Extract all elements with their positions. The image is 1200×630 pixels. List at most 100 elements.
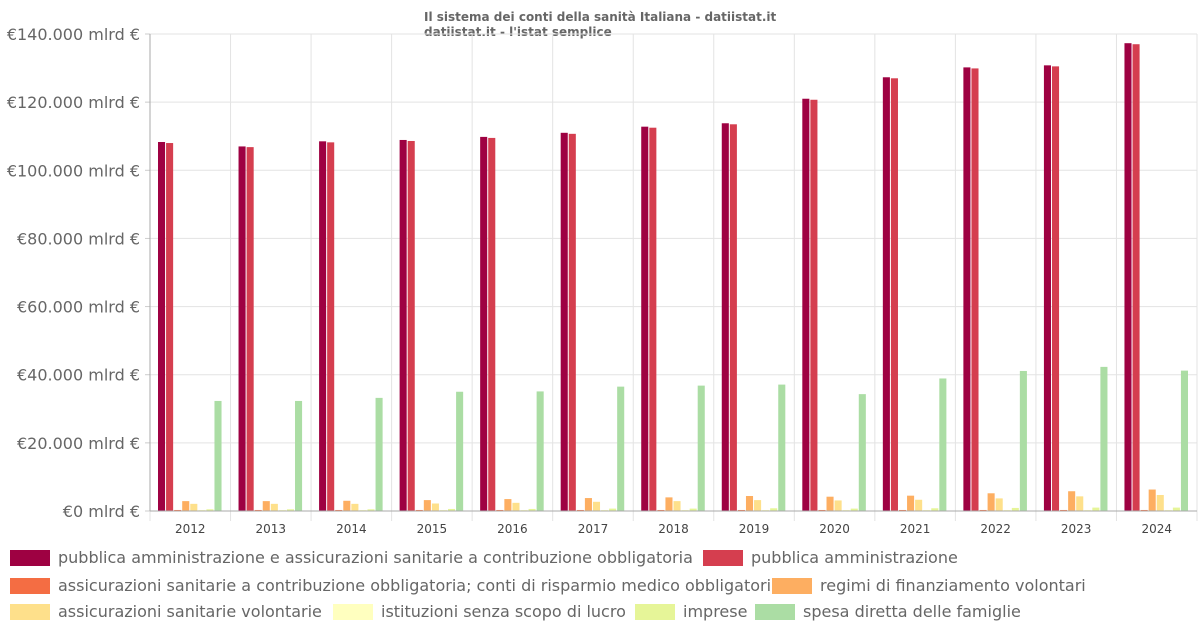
bar <box>1043 65 1051 512</box>
bar <box>939 378 947 511</box>
y-tick-label: €0 mlrd € <box>63 502 140 521</box>
legend-label: imprese <box>683 602 748 621</box>
bar <box>584 498 592 511</box>
bar <box>512 502 520 511</box>
x-tick-label: 2012 <box>175 522 206 536</box>
bar <box>907 495 915 511</box>
axis-layer: €0 mlrd € €20.000 mlrd € €40.000 mlrd € €60… <box>7 25 1197 536</box>
bar <box>1076 496 1084 511</box>
bar <box>214 400 222 511</box>
bar <box>923 509 931 511</box>
legend-item[interactable]: pubblica amministrazione e assicurazioni… <box>10 548 693 568</box>
legend-swatch <box>772 578 812 594</box>
bar <box>295 400 303 511</box>
bar <box>286 509 295 511</box>
bar <box>246 147 254 512</box>
bar <box>858 394 866 511</box>
legend-label: regimi di finanziamento volontari <box>820 576 1086 595</box>
x-tick-label: 2022 <box>980 522 1011 536</box>
legend-item[interactable]: assicurazioni sanitarie volontarie <box>10 602 322 622</box>
bar <box>327 142 335 511</box>
bar <box>754 500 762 511</box>
x-tick-label: 2017 <box>578 522 609 536</box>
legend-swatch <box>703 550 743 566</box>
bar <box>568 133 576 511</box>
bar <box>1164 509 1172 511</box>
bar <box>689 508 697 511</box>
bar <box>1124 43 1132 512</box>
bar <box>681 509 689 511</box>
bar <box>1100 366 1108 511</box>
bar <box>826 496 834 511</box>
y-tick-label: €40.000 mlrd € <box>17 366 140 385</box>
bar <box>931 508 939 511</box>
legend-label: assicurazioni sanitarie a contribuzione … <box>58 576 772 595</box>
bar <box>415 509 423 511</box>
bar <box>351 503 359 511</box>
bar <box>198 509 206 511</box>
x-tick-label: 2023 <box>1061 522 1092 536</box>
bar <box>158 142 166 512</box>
bar <box>343 500 351 511</box>
bar <box>528 508 536 511</box>
bar-layer <box>158 43 1188 512</box>
bar <box>915 499 923 511</box>
bar <box>834 500 842 511</box>
x-tick-label: 2021 <box>900 522 931 536</box>
legend-label: spesa diretta delle famiglie <box>803 602 1021 621</box>
legend-item[interactable]: assicurazioni sanitarie a contribuzione … <box>10 576 771 596</box>
legend-swatch <box>10 604 50 620</box>
x-tick-label: 2013 <box>256 522 287 536</box>
legend-item[interactable]: imprese <box>635 602 747 622</box>
bar <box>609 508 617 511</box>
bar <box>399 139 407 511</box>
x-tick-label: 2016 <box>497 522 528 536</box>
grid-layer <box>149 33 1198 521</box>
bar <box>898 509 907 511</box>
bar <box>882 77 890 511</box>
bar <box>1148 489 1156 511</box>
legend-item[interactable]: pubblica amministrazione <box>703 548 958 568</box>
legend-label: pubblica amministrazione e assicurazioni… <box>58 548 693 567</box>
legend-label: assicurazioni sanitarie volontarie <box>58 602 322 621</box>
bar <box>810 99 818 511</box>
bar <box>166 143 174 511</box>
bar <box>190 503 198 511</box>
bar <box>697 385 705 511</box>
bar <box>729 124 737 512</box>
bar <box>407 140 415 511</box>
bar <box>971 68 979 511</box>
y-tick-label: €80.000 mlrd € <box>17 229 140 248</box>
bar <box>576 509 584 511</box>
legend-item[interactable]: spesa diretta delle famiglie <box>755 602 1021 622</box>
legend-swatch <box>10 578 50 594</box>
bar <box>762 509 770 511</box>
bar <box>359 509 367 511</box>
bar <box>1051 66 1060 511</box>
bar <box>1132 44 1140 511</box>
legend-swatch <box>755 604 795 620</box>
legend-item[interactable]: istituzioni senza scopo di lucro <box>333 602 626 622</box>
bar <box>1140 509 1148 511</box>
legend-item[interactable]: regimi di finanziamento volontari <box>772 576 1086 596</box>
bar <box>963 67 971 511</box>
bar <box>423 500 431 511</box>
x-tick-label: 2015 <box>417 522 448 536</box>
bar <box>987 493 995 511</box>
bar <box>439 509 448 511</box>
bar <box>592 501 601 511</box>
bar <box>778 384 786 511</box>
chart-title-line-1: Il sistema dei conti della sanità Italia… <box>424 10 777 24</box>
bar <box>657 509 665 511</box>
bar <box>335 509 343 511</box>
bar <box>665 497 673 511</box>
bar <box>770 508 778 511</box>
bar <box>721 123 729 511</box>
legend-swatch <box>333 604 373 620</box>
chart-title: Il sistema dei conti della sanità Italia… <box>424 10 776 40</box>
bar <box>673 501 681 511</box>
bar <box>890 78 898 512</box>
bar <box>174 509 182 511</box>
